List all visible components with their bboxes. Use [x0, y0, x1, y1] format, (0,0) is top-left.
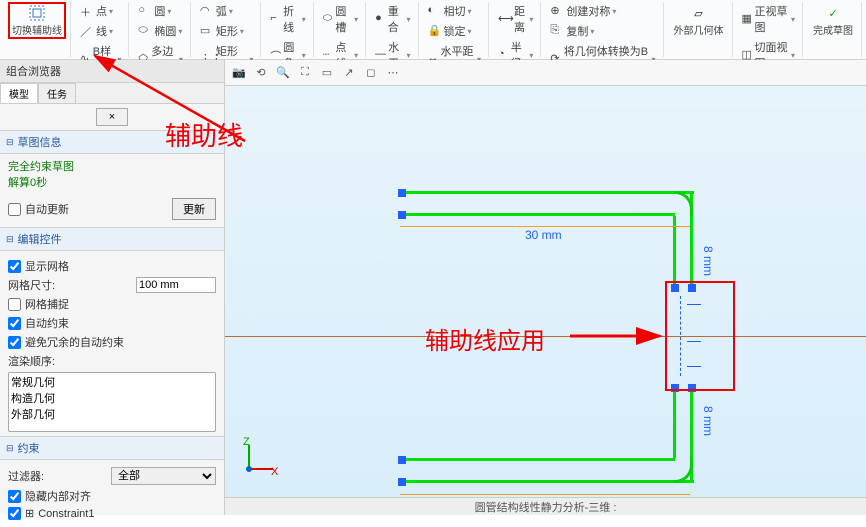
dim-line — [400, 494, 690, 495]
sketch-edge — [400, 213, 675, 216]
construction-line — [687, 366, 701, 367]
vertex-marker — [671, 284, 679, 292]
vertex-marker — [671, 384, 679, 392]
ribbon-tool-椭圆[interactable]: ⬭椭圆▾ — [135, 22, 185, 40]
auto-update-checkbox[interactable] — [8, 203, 21, 216]
sketch-edge — [400, 458, 675, 461]
section-edit-controls[interactable]: 编辑控件 — [0, 227, 224, 251]
ribbon-tool-相切[interactable]: ◐相切▾ — [425, 2, 475, 20]
dim-h-top: 30 mm — [525, 228, 562, 242]
zoom-icon[interactable]: 🔍 — [275, 65, 291, 81]
view-toolbar: 📷 ⟲ 🔍 ⛶ ▭ ↗ ◻ ⋯ — [225, 60, 866, 86]
solver-status: 完全约束草图 — [8, 158, 216, 174]
sketch-edge — [400, 480, 694, 483]
construction-line — [680, 296, 681, 376]
avoid-redundant-checkbox[interactable] — [8, 336, 21, 349]
sketch-edge — [673, 386, 676, 458]
svg-text:X: X — [271, 466, 279, 477]
ribbon-tool-创建对称[interactable]: ⊕创建对称▾ — [547, 2, 619, 20]
ribbon-tool-点[interactable]: ＋点▾ — [77, 2, 116, 20]
construction-line-icon — [28, 4, 46, 22]
hide-internal-checkbox[interactable] — [8, 490, 21, 503]
show-grid-checkbox[interactable] — [8, 260, 21, 273]
dim-v-bottom: 8 mm — [701, 406, 715, 436]
external-geom-icon: ▱ — [690, 4, 708, 22]
dim-v-top: 8 mm — [701, 246, 715, 276]
arrow-icon[interactable]: ↗ — [341, 65, 357, 81]
ribbon-tool-重合[interactable]: ●重合▾ — [372, 2, 413, 36]
nav-icon[interactable]: ⟲ — [253, 65, 269, 81]
ribbon-tool-圆[interactable]: ○圆▾ — [135, 2, 174, 20]
select-icon[interactable]: ▭ — [319, 65, 335, 81]
section-constraints[interactable]: 约束 — [0, 436, 224, 460]
sidebar: 组合浏览器 模型 任务 × 草图信息 完全约束草图 解算0秒 自动更新 更新 编… — [0, 60, 225, 515]
viewport[interactable]: 📷 ⟲ 🔍 ⛶ ▭ ↗ ◻ ⋯ 30 — [225, 60, 866, 515]
solver-time: 解算0秒 — [8, 174, 216, 190]
section-sketch-info[interactable]: 草图信息 — [0, 130, 224, 154]
sidebar-header: 组合浏览器 — [0, 60, 224, 83]
external-geometry-button[interactable]: ▱ 外部几何体 — [670, 2, 728, 39]
ribbon: 切换辅助线 ＋点▾／线▾∿B样条▾ ○圆▾⬭椭圆▾⬠多边形▾ ◠弧▾▭矩形▾⋮⋮… — [0, 0, 866, 60]
view-triad-icon: X Z — [241, 437, 281, 477]
lock-icon: ⊞ — [25, 507, 34, 520]
camera-icon[interactable]: 📷 — [231, 65, 247, 81]
sidebar-tabs: 模型 任务 — [0, 83, 224, 104]
fit-icon[interactable]: ⛶ — [297, 65, 313, 81]
update-button[interactable]: 更新 — [172, 198, 216, 220]
box-icon[interactable]: ◻ — [363, 65, 379, 81]
vertex-marker — [398, 456, 406, 464]
vertex-marker — [398, 189, 406, 197]
annotation-label-2: 辅助线应用 — [425, 321, 545, 356]
grid-size-input[interactable] — [136, 277, 216, 293]
ribbon-tool-锁定[interactable]: 🔒锁定▾ — [425, 22, 475, 40]
status-bar: 圆管结构线性静力分析-三维 : — [225, 497, 866, 515]
ribbon-tool-矩形[interactable]: ▭矩形▾ — [197, 22, 247, 40]
ribbon-tool-圆槽[interactable]: ⬭圆槽▾ — [320, 2, 361, 36]
auto-constraint-checkbox[interactable] — [8, 317, 21, 330]
vertex-marker — [398, 211, 406, 219]
tab-model[interactable]: 模型 — [0, 83, 38, 103]
vertex-marker — [688, 384, 696, 392]
grid-snap-checkbox[interactable] — [8, 298, 21, 311]
ribbon-tool-正视草图[interactable]: ▦正视草图▾ — [739, 2, 799, 36]
finish-sketch-button[interactable]: ✓ 完成草图 — [809, 2, 857, 39]
vertex-marker — [688, 284, 696, 292]
construction-line — [687, 341, 701, 342]
constraint-item-checkbox[interactable] — [8, 507, 21, 520]
more-icon[interactable]: ⋯ — [385, 65, 401, 81]
ribbon-tool-距离[interactable]: ⟷距离▾ — [495, 2, 536, 36]
toggle-construction-button[interactable]: 切换辅助线 — [8, 2, 66, 39]
tab-tasks[interactable]: 任务 — [38, 83, 76, 103]
ribbon-tool-线[interactable]: ／线▾ — [77, 22, 116, 40]
ribbon-tool-弧[interactable]: ◠弧▾ — [197, 2, 236, 20]
svg-text:Z: Z — [243, 437, 250, 448]
construction-line — [687, 304, 701, 305]
filter-select[interactable]: 全部 — [111, 467, 216, 485]
render-order-list[interactable]: 常规几何 构造几何 外部几何 — [8, 372, 216, 432]
dim-line — [400, 226, 690, 227]
x-axis — [225, 336, 866, 337]
finish-icon: ✓ — [824, 4, 842, 22]
close-task-button[interactable]: × — [96, 108, 128, 126]
vertex-marker — [398, 478, 406, 486]
ribbon-tool-复制[interactable]: ⎘复制▾ — [547, 22, 597, 40]
sketch-edge — [400, 191, 694, 194]
ribbon-tool-折线[interactable]: ⌐折线▾ — [267, 2, 308, 36]
